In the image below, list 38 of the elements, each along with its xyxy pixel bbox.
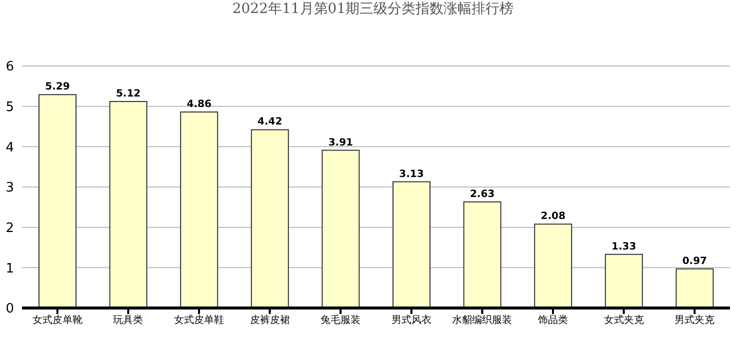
data-label: 2.08	[540, 211, 566, 222]
data-label: 5.29	[45, 82, 70, 93]
data-label: 0.97	[682, 256, 708, 267]
y-tick-label: 3	[6, 180, 14, 196]
chart-title: 2022年11月第01期三级分类指数涨幅排行榜	[231, 0, 515, 18]
bar	[676, 268, 714, 308]
data-label: 3.91	[328, 137, 354, 148]
bar	[322, 150, 360, 308]
x-tick-label: 男式夹克	[674, 314, 715, 326]
y-tick-label: 1	[6, 261, 14, 276]
data-label: 2.63	[470, 188, 495, 200]
data-label: 4.42	[258, 116, 282, 128]
x-tick-label: 水貂编织服装	[452, 314, 512, 326]
bar	[109, 100, 148, 308]
y-tick-label: 5	[6, 100, 14, 115]
data-label: 5.12	[116, 88, 141, 100]
y-tick-label: 6	[6, 60, 14, 75]
bar	[250, 129, 289, 308]
x-tick-label: 女式皮单鞋	[174, 314, 224, 326]
x-tick-label: 女式夹克	[604, 314, 644, 326]
x-tick-label: 女式皮单靴	[32, 314, 82, 326]
bar	[463, 201, 502, 308]
bar	[604, 254, 643, 308]
x-tick-label: 兔毛服装	[320, 314, 361, 326]
y-tick-label: 0	[6, 302, 14, 317]
bar	[180, 111, 218, 308]
bar	[534, 224, 572, 308]
bar	[392, 181, 430, 308]
x-tick-label: 玩具类	[113, 314, 144, 326]
x-tick-label: 饰品类	[537, 314, 568, 326]
x-tick-label: 皮裤皮裙	[250, 314, 290, 326]
data-label: 3.13	[399, 168, 424, 180]
bar	[38, 94, 76, 308]
y-tick-label: 4	[6, 140, 14, 156]
y-tick-label: 2	[6, 220, 14, 236]
x-tick-label: 男式风衣	[391, 314, 432, 326]
data-label: 4.86	[186, 98, 212, 110]
data-label: 1.33	[612, 241, 636, 252]
